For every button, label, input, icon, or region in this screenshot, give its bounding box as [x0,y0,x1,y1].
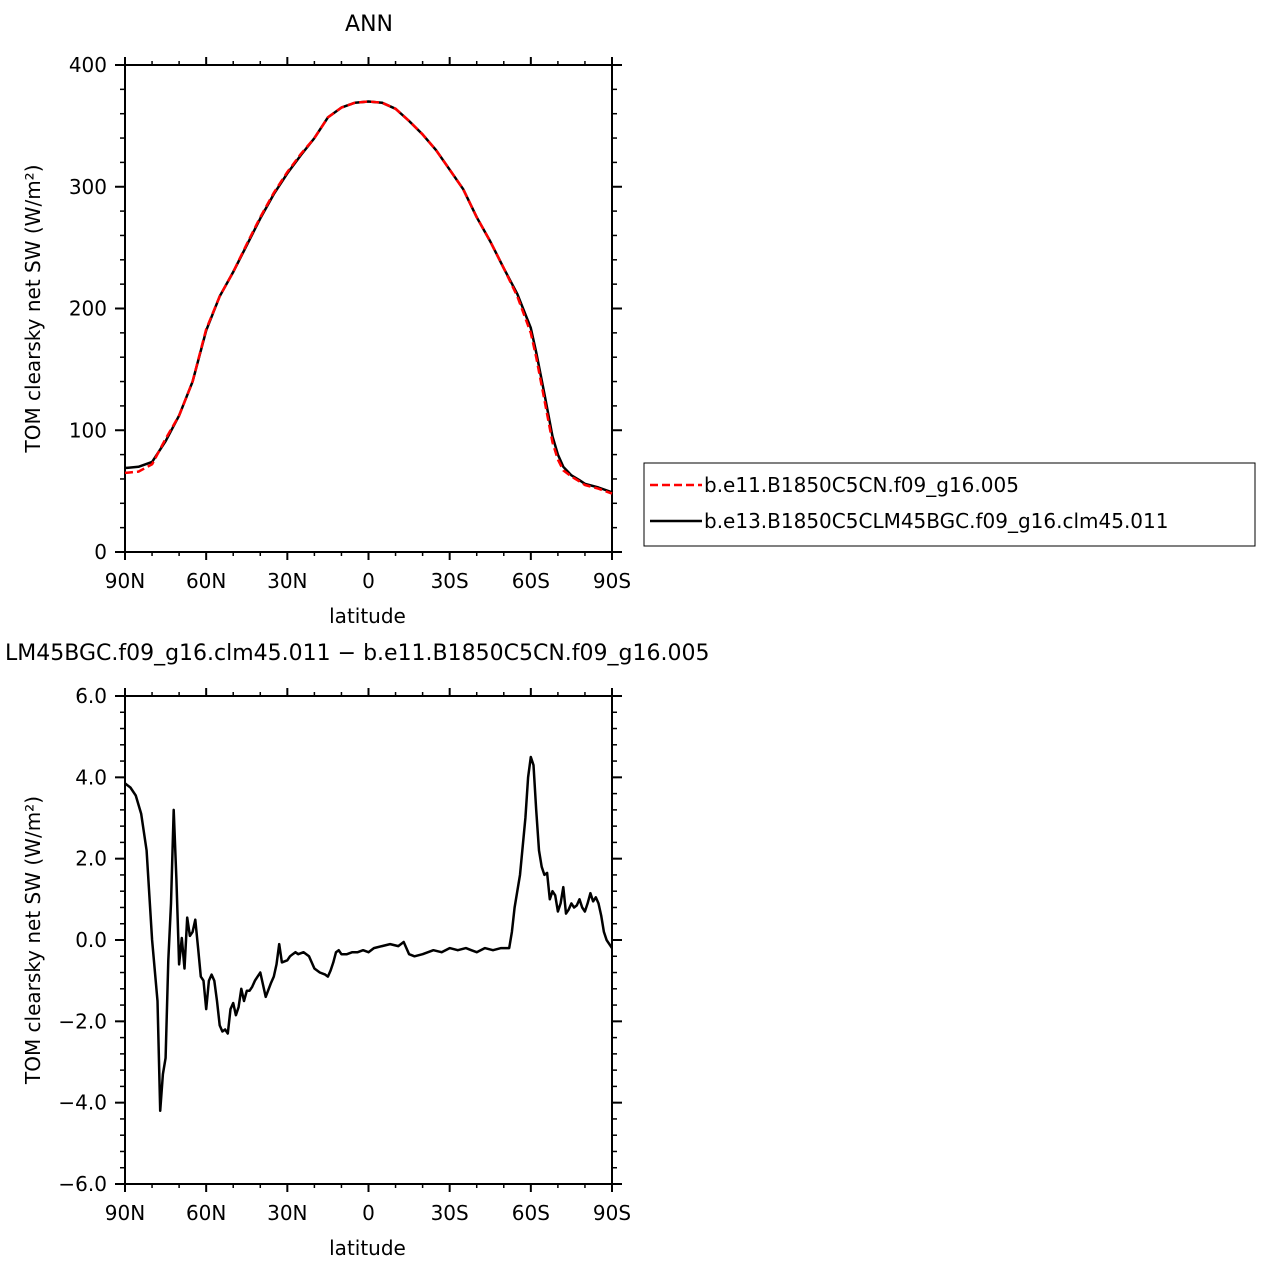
x-tick-label: 60S [512,569,550,593]
x-tick-label: 30S [431,1201,469,1225]
x-tick-label: 0 [362,1201,375,1225]
x-tick-label: 30N [267,569,307,593]
legend: b.e11.B1850C5CN.f09_g16.005 b.e13.B1850C… [643,462,1256,547]
y-tick-label: −6.0 [58,1172,107,1196]
y-tick-label: 400 [69,53,107,77]
y-tick-label: −2.0 [58,1009,107,1033]
y-axis-label: TOM clearsky net SW (W/m²) [21,796,45,1085]
plot-frame [124,64,613,553]
legend-label-b-e11: b.e11.B1850C5CN.f09_g16.005 [704,473,1019,497]
x-tick-label: 90N [105,569,145,593]
bottom-plot-title: LM45BGC.f09_g16.clm45.011 − b.e11.B1850C… [5,641,709,666]
x-tick-label: 60S [512,1201,550,1225]
top-plot-title: ANN [345,12,393,37]
y-tick-label: 0 [94,540,107,564]
y-tick-label: 0.0 [75,928,107,952]
series-line-1 [124,100,613,494]
y-tick-label: 200 [69,297,107,321]
y-axis-label: TOM clearsky net SW (W/m²) [21,164,45,453]
x-tick-label: 60N [186,1201,226,1225]
x-tick-label: 90S [593,569,631,593]
y-tick-label: 6.0 [75,684,107,708]
y-tick-label: 300 [69,175,107,199]
y-tick-label: −4.0 [58,1091,107,1115]
top-plot: 90N 60N 30N 0 30S 60S 90S 0 100 200 300 400 latitude… [21,53,631,628]
x-tick-label: 0 [362,569,375,593]
legend-box [643,462,1256,547]
legend-label-b-e13: b.e13.B1850C5CLM45BGC.f09_g16.clm45.011 [704,509,1168,533]
x-tick-label: 30N [267,1201,307,1225]
series-line-0 [124,100,613,495]
bottom-plot: 90N 60N 30N 0 30S 60S 90S −6.0 −4.0 −2.0 0.0 2.0 4.0… [21,684,631,1260]
x-axis-label: latitude [329,1236,406,1260]
x-axis-label: latitude [329,604,406,628]
series-line-0 [124,755,614,1113]
x-tick-label: 30S [431,569,469,593]
y-tick-label: 4.0 [75,765,107,789]
x-tick-label: 60N [186,569,226,593]
x-tick-label: 90N [105,1201,145,1225]
y-tick-label: 100 [69,418,107,442]
y-tick-label: 2.0 [75,847,107,871]
x-tick-label: 90S [593,1201,631,1225]
